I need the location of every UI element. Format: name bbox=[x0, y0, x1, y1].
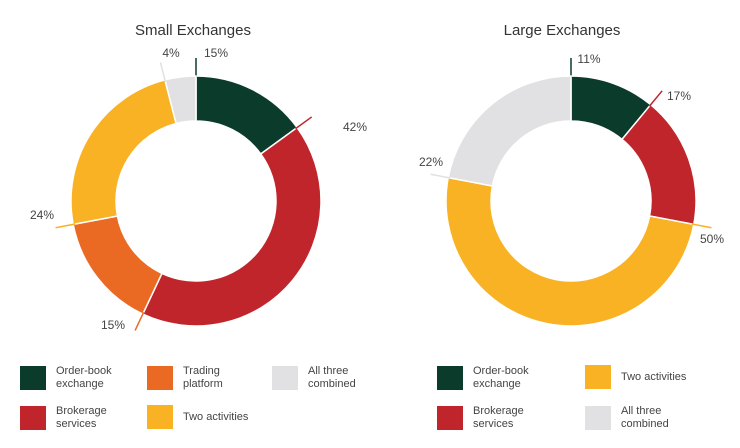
legend-label-order-book-large: Order-book exchange bbox=[473, 365, 529, 390]
large-exchanges-donut: 11% 17% 50% 22% bbox=[419, 52, 724, 327]
small-slice-all-three-combined bbox=[164, 75, 197, 125]
large-slice-two-activities bbox=[445, 176, 695, 327]
legend-swatch-brokerage-large bbox=[437, 406, 463, 430]
large-slice-all-three-combined bbox=[447, 75, 572, 187]
large-leader-all-three-combined bbox=[430, 173, 451, 179]
small-exchanges-donut: 15% 42% 15% 24% 4% bbox=[30, 46, 367, 332]
legend-swatch-all-three bbox=[272, 366, 298, 390]
legend-label-brokerage-large: Brokerage services bbox=[473, 405, 524, 430]
legend-item-trading-platform: Trading platform bbox=[147, 365, 243, 391]
legend-swatch-order-book-large bbox=[437, 366, 463, 390]
legend-swatch-brokerage bbox=[20, 406, 46, 430]
legend-swatch-trading-platform bbox=[147, 366, 173, 390]
small-leader-two-activities bbox=[55, 223, 76, 229]
small-slice-trading-platform bbox=[72, 215, 163, 316]
small-label-trading-platform: 15% bbox=[101, 318, 125, 332]
legend-item-all-three: All three combined bbox=[272, 365, 368, 391]
small-label-brokerage-services: 42% bbox=[343, 120, 367, 134]
legend-swatch-all-three-large bbox=[585, 406, 611, 430]
small-exchanges-title: Small Exchanges bbox=[135, 22, 251, 39]
small-label-all-three-combined: 4% bbox=[162, 46, 180, 60]
small-label-order-book-exchange: 15% bbox=[204, 46, 228, 60]
large-label-order-book-exchange: 11% bbox=[577, 52, 600, 66]
legend-label-two-activities-large: Two activities bbox=[621, 370, 687, 383]
legend-label-all-three: All three combined bbox=[308, 365, 356, 390]
small-slice-two-activities bbox=[70, 79, 178, 226]
legend-swatch-order-book bbox=[20, 366, 46, 390]
legend-item-two-activities: Two activities bbox=[147, 405, 273, 429]
large-exchanges-title: Large Exchanges bbox=[504, 22, 621, 39]
legend-label-brokerage: Brokerage services bbox=[56, 405, 107, 430]
small-label-two-activities: 24% bbox=[30, 208, 54, 222]
large-leader-two-activities bbox=[691, 223, 712, 229]
small-leader-brokerage-services bbox=[295, 116, 313, 130]
large-leader-brokerage-services bbox=[648, 90, 663, 107]
legend-item-brokerage-large: Brokerage services bbox=[437, 405, 543, 431]
large-label-brokerage-services: 17% bbox=[667, 89, 691, 103]
legend-label-two-activities: Two activities bbox=[183, 410, 249, 423]
legend-label-trading-platform: Trading platform bbox=[183, 365, 223, 390]
legend-item-order-book: Order-book exchange bbox=[20, 365, 136, 391]
legend-item-two-activities-large: Two activities bbox=[585, 365, 711, 389]
legend-item-order-book-large: Order-book exchange bbox=[437, 365, 553, 391]
large-label-all-three-combined: 22% bbox=[419, 155, 443, 169]
small-leader-all-three-combined bbox=[159, 62, 167, 83]
legend-swatch-two-activities-large bbox=[585, 365, 611, 389]
legend-item-brokerage: Brokerage services bbox=[20, 405, 126, 431]
legend-label-all-three-large: All three combined bbox=[621, 405, 669, 430]
legend-swatch-two-activities bbox=[147, 405, 173, 429]
large-label-two-activities: 50% bbox=[700, 232, 724, 246]
small-leader-trading-platform bbox=[134, 311, 145, 331]
legend-label-order-book: Order-book exchange bbox=[56, 365, 112, 390]
small-slice-brokerage-services bbox=[141, 126, 322, 327]
legend-item-all-three-large: All three combined bbox=[585, 405, 681, 431]
